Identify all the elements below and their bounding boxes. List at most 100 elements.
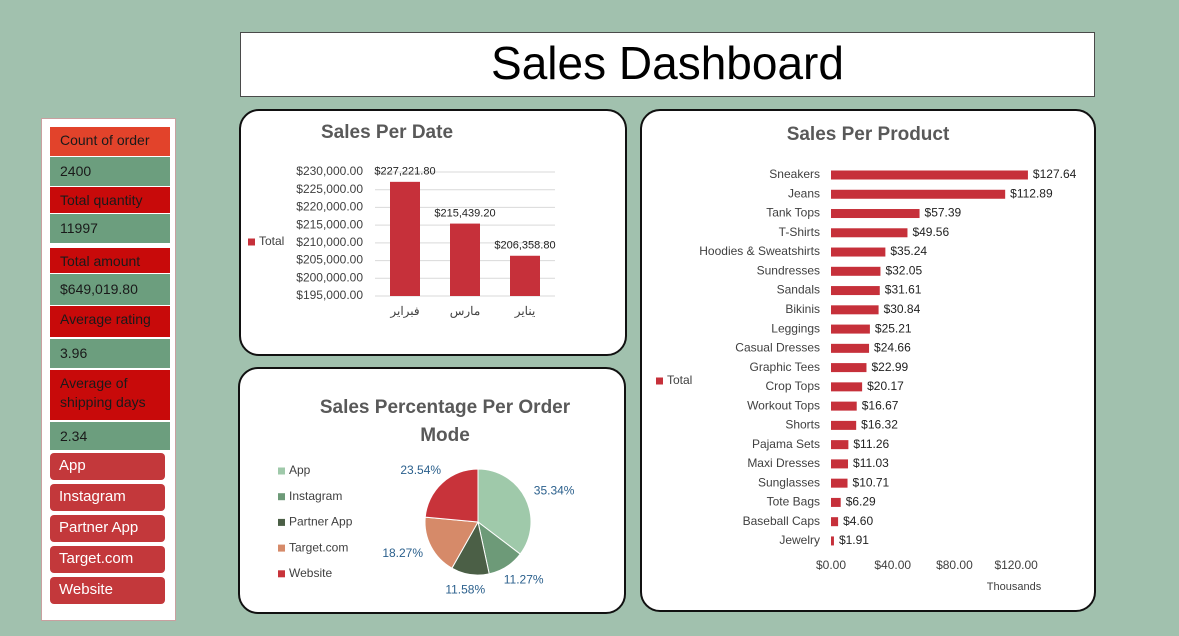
data-label: $10.71 (853, 475, 890, 489)
y-tick-label: $210,000.00 (296, 235, 363, 249)
x-tick-label: $80.00 (936, 558, 973, 572)
y-tick-label: Casual Dresses (735, 341, 820, 355)
chart-panel (239, 109, 627, 356)
data-label: $4.60 (843, 514, 873, 528)
bar (831, 286, 880, 296)
x-axis-unit: Thousands (987, 581, 1042, 593)
legend-label: Total (667, 373, 692, 387)
legend-label: Instagram (289, 489, 342, 503)
y-tick-label: Jewelry (779, 533, 820, 547)
y-tick-label: Tank Tops (766, 206, 820, 220)
y-tick-label: Shorts (785, 418, 820, 432)
slicer-button[interactable]: Partner App (50, 515, 165, 542)
pie-slice (424, 468, 479, 523)
chart-title: Sales Per Date (321, 122, 453, 143)
y-tick-label: $220,000.00 (296, 200, 363, 214)
bar (831, 382, 863, 392)
y-tick-label: $230,000.00 (296, 164, 363, 178)
y-tick-label: Jeans (788, 186, 820, 200)
x-tick-label: يناير (514, 304, 536, 318)
legend-label: Target.com (289, 540, 348, 554)
dashboard-title: Sales Dashboard (240, 32, 1095, 97)
data-label: $127.64 (1033, 167, 1077, 181)
data-label: 35.34% (534, 484, 575, 498)
x-tick-label: $40.00 (874, 558, 911, 572)
slicer-button[interactable]: Instagram (50, 484, 165, 511)
legend-swatch (278, 493, 285, 501)
y-tick-label: Tote Bags (767, 495, 820, 509)
y-tick-label: $195,000.00 (296, 288, 363, 302)
data-label: $35.24 (890, 244, 927, 258)
kpi-label: Total amount (50, 248, 170, 273)
legend-swatch (248, 238, 255, 246)
data-label: $11.03 (853, 456, 889, 470)
bar (831, 247, 886, 257)
bar (450, 223, 480, 296)
y-tick-label: Crop Tops (766, 379, 820, 393)
y-tick-label: Hoodies & Sweatshirts (699, 244, 820, 258)
bar (831, 517, 839, 527)
bar (831, 209, 920, 219)
y-tick-label: Sunglasses (758, 475, 820, 489)
x-tick-label: مارس (450, 304, 481, 318)
data-label: $30.84 (884, 302, 921, 316)
bar (831, 401, 857, 411)
bar (831, 478, 848, 488)
legend-swatch (278, 518, 285, 526)
bar (390, 181, 420, 296)
y-tick-label: Workout Tops (747, 398, 820, 412)
bar (510, 255, 540, 296)
chart-panel (238, 367, 626, 614)
legend-swatch (656, 377, 663, 385)
data-label: 18.27% (382, 546, 423, 560)
y-tick-label: Maxi Dresses (747, 456, 820, 470)
data-label: $206,358.80 (494, 240, 555, 252)
kpi-label: Count of order (50, 127, 170, 156)
bar (831, 497, 841, 507)
kpi-label: Average rating (50, 306, 170, 337)
y-tick-label: $215,000.00 (296, 217, 363, 231)
bar (831, 536, 834, 546)
y-tick-label: T-Shirts (779, 225, 820, 239)
y-tick-label: Graphic Tees (750, 360, 820, 374)
bar (831, 170, 1028, 180)
y-tick-label: $205,000.00 (296, 253, 363, 267)
slicer-button[interactable]: App (50, 453, 165, 480)
bar (831, 266, 881, 276)
slicer-button[interactable]: Target.com (50, 546, 165, 573)
legend-swatch (278, 467, 285, 475)
y-tick-label: Sneakers (769, 167, 820, 181)
bar (831, 305, 879, 315)
legend-swatch (278, 570, 285, 578)
data-label: $16.32 (861, 418, 898, 432)
chart-title: Sales Per Product (787, 124, 950, 145)
data-label: $25.21 (875, 321, 912, 335)
kpi-value: 2.34 (50, 422, 170, 450)
bar (831, 324, 870, 334)
legend-label: Website (289, 566, 332, 580)
bar (831, 363, 867, 373)
pie-slice (477, 468, 532, 555)
slicer-button[interactable]: Website (50, 577, 165, 604)
kpi-value: 3.96 (50, 339, 170, 368)
y-tick-label: Sundresses (757, 263, 820, 277)
bar (831, 228, 908, 238)
bar (831, 440, 849, 450)
bar (831, 343, 870, 353)
data-label: $16.67 (862, 398, 899, 412)
legend-label: App (289, 463, 311, 477)
kpi-label: Average of shipping days (50, 370, 170, 420)
y-tick-label: Leggings (771, 321, 820, 335)
data-label: $6.29 (846, 495, 876, 509)
legend-label: Total (259, 234, 284, 248)
kpi-value: 11997 (50, 214, 170, 243)
data-label: $11.26 (853, 437, 889, 451)
y-tick-label: Baseball Caps (743, 514, 820, 528)
bar (831, 459, 849, 469)
y-tick-label: Sandals (777, 283, 820, 297)
x-tick-label: فبراير (389, 304, 419, 318)
data-label: $32.05 (885, 263, 922, 277)
data-label: $22.99 (871, 360, 908, 374)
y-tick-label: Bikinis (785, 302, 820, 316)
